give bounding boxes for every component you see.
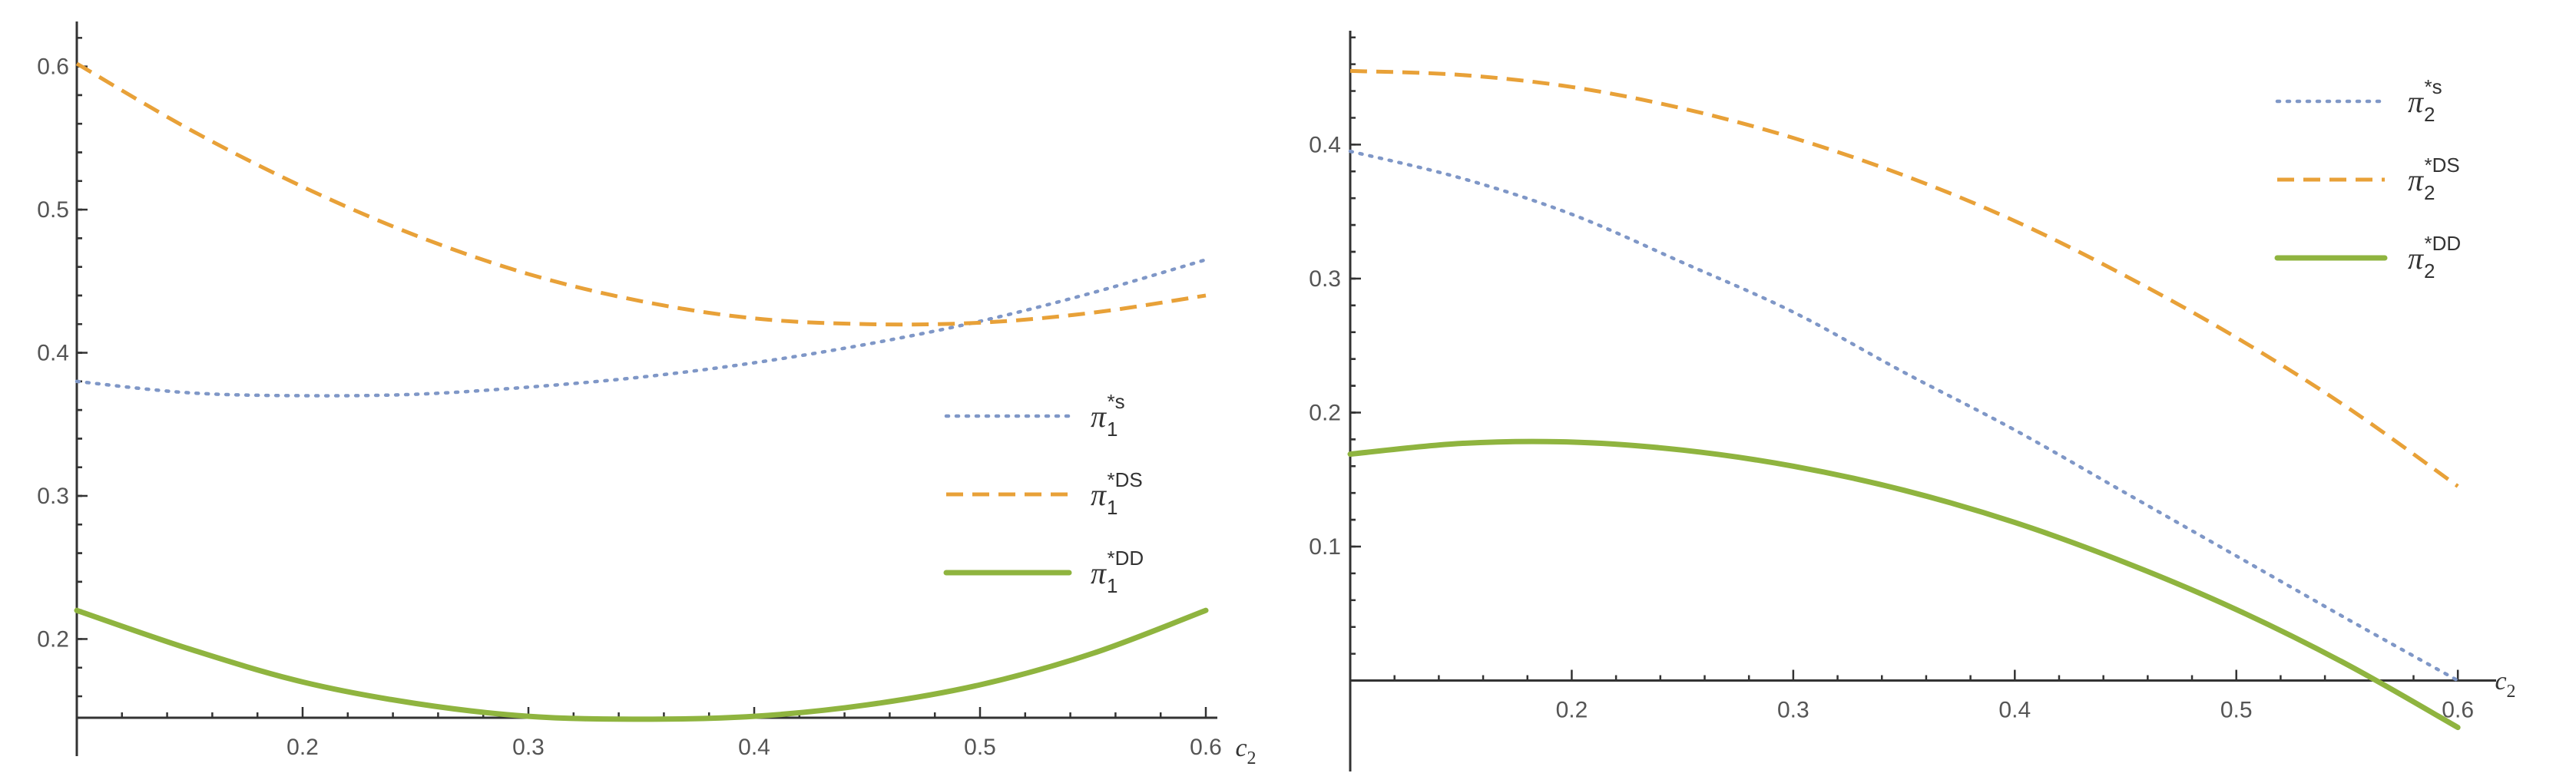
- axes: 0.10.20.30.40.2 0.3 0.4 0.5 0.6c2: [1309, 31, 2516, 771]
- legend-label-π2*s: π2*s: [2408, 75, 2442, 126]
- x-axis-label: c2: [2495, 667, 2515, 702]
- series-line-π1*DD: [74, 607, 1209, 722]
- y-tick-label: 0.3: [37, 484, 69, 509]
- series-line-π2*DD: [1347, 438, 2461, 731]
- legend-label-π1*s: π1*s: [1091, 390, 1125, 441]
- legend: π1*s π1*DS π1*DD: [943, 390, 1144, 597]
- y-tick-label: 0.5: [37, 197, 69, 223]
- series-group: [1347, 68, 2461, 731]
- series-line-π1*DS: [75, 61, 1207, 327]
- legend: π2*s π2*DS π2*DD: [2274, 75, 2461, 282]
- x-tick-label: 0.4: [1998, 698, 2031, 723]
- y-tick-label: 0.3: [1309, 266, 1341, 292]
- right-chart-panel: 0.10.20.30.40.2 0.3 0.4 0.5 0.6c2π2*sπ2*DSπ2…: [1309, 31, 2516, 771]
- series-line-π2*s: [1348, 149, 2460, 682]
- y-tick-label: 0.6: [37, 55, 69, 80]
- series-line-π1*s: [74, 258, 1208, 398]
- y-tick-label: 0.4: [37, 341, 69, 366]
- x-tick-label: 0.2: [286, 735, 319, 760]
- series-line-π2*DS: [1349, 68, 2459, 488]
- legend-label-π2*DS: π2*DS: [2408, 154, 2460, 204]
- series-group: [74, 61, 1209, 722]
- x-tick-label: 0.5: [2220, 698, 2253, 723]
- x-axis-label: c2: [1235, 734, 1256, 768]
- x-tick-label: 0.4: [738, 735, 770, 760]
- legend-label-π1*DD: π1*DD: [1091, 547, 1144, 597]
- y-tick-label: 0.2: [37, 626, 69, 652]
- x-tick-label: 0.3: [512, 735, 545, 760]
- y-tick-label: 0.2: [1309, 400, 1341, 425]
- legend-label-π1*DS: π1*DS: [1091, 468, 1143, 519]
- y-tick-label: 0.1: [1309, 534, 1341, 560]
- x-tick-label: 0.6: [1190, 735, 1222, 760]
- axes: 0.2 0.3 0.4 0.5 0.6 0.2 0.3 0.4 0.5 0.6 c2: [37, 21, 1257, 768]
- x-tick-label: 0.5: [964, 735, 996, 760]
- y-tick-label: 0.4: [1309, 132, 1341, 157]
- x-tick-label: 0.2: [1556, 698, 1588, 723]
- legend-label-π2*DD: π2*DD: [2408, 232, 2461, 282]
- x-tick-label: 0.3: [1777, 698, 1809, 723]
- left-chart-panel: 0.2 0.3 0.4 0.5 0.6 0.2 0.3 0.4 0.5 0.6 c2 π1*s π1*D…: [37, 21, 1257, 768]
